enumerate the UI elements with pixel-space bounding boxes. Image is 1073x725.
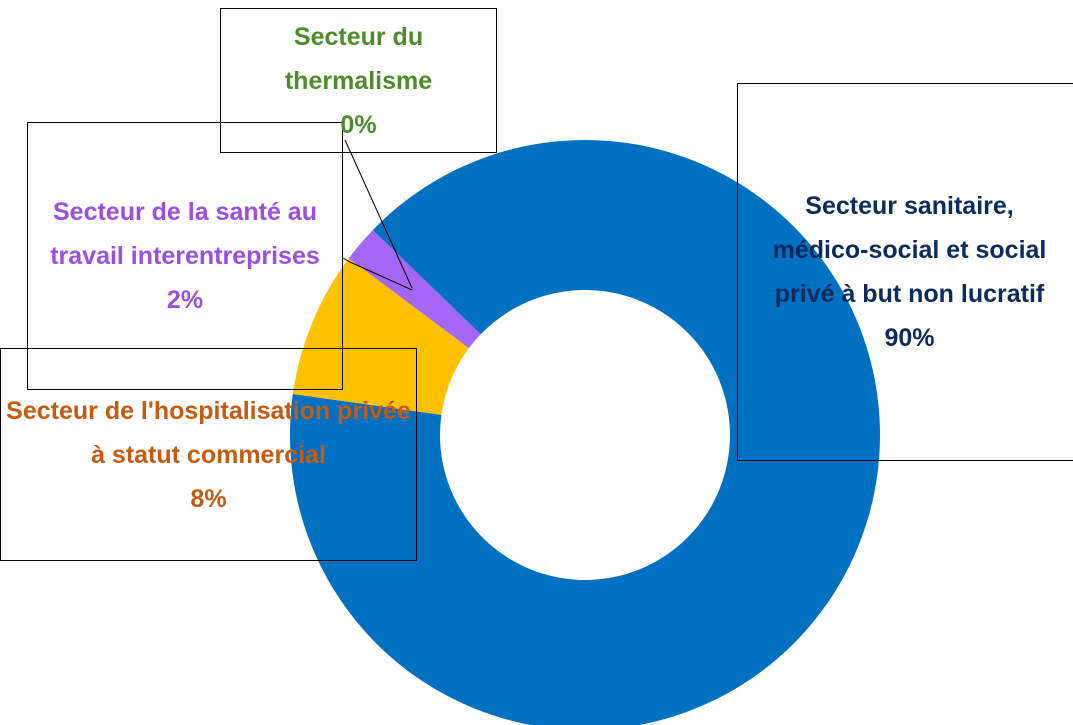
value-label: 8% <box>190 484 227 513</box>
slice-label: Secteur du thermalisme <box>284 22 433 95</box>
value-label: 90% <box>884 324 935 352</box>
data-label: Secteur de l'hospitalisation privée à st… <box>0 348 417 561</box>
value-label: 0% <box>340 110 377 139</box>
data-label: Secteur du thermalisme 0% <box>220 8 497 153</box>
slice-label: Secteur de la santé au travail interentr… <box>50 198 320 270</box>
data-label: Secteur sanitaire, médico-social et soci… <box>737 83 1073 461</box>
value-label: 2% <box>166 286 204 314</box>
leader-line <box>344 139 413 289</box>
donut-slice <box>290 140 880 725</box>
donut-slice <box>292 258 469 415</box>
slice-label: Secteur de l'hospitalisation privée à st… <box>6 396 411 469</box>
slice-label: Secteur sanitaire, médico-social et soci… <box>772 192 1047 308</box>
leader-line <box>342 257 413 291</box>
donut-slice <box>348 230 481 349</box>
data-label: Secteur de la santé au travail interentr… <box>27 122 343 390</box>
